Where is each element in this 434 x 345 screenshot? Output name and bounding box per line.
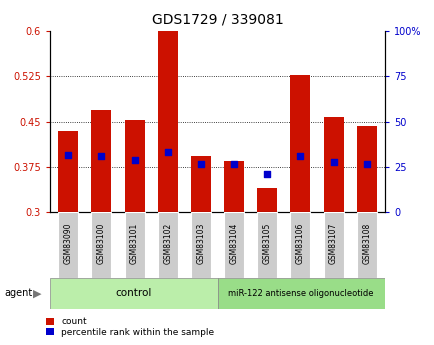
Bar: [290, 75, 309, 212]
Bar: [217, 278, 384, 309]
Text: miR-122 antisense oligonucleotide: miR-122 antisense oligonucleotide: [228, 289, 373, 298]
Text: GSM83090: GSM83090: [64, 223, 72, 264]
Point: [362, 161, 369, 167]
Point: [263, 171, 270, 177]
Text: GSM83100: GSM83100: [97, 223, 106, 264]
Text: GSM83107: GSM83107: [328, 223, 337, 264]
Bar: [191, 156, 210, 212]
Point: [131, 157, 138, 162]
Text: agent: agent: [4, 288, 33, 298]
Point: [197, 161, 204, 167]
Bar: [158, 31, 178, 212]
Legend: count, percentile rank within the sample: count, percentile rank within the sample: [46, 317, 214, 337]
Bar: [91, 212, 111, 278]
Point: [98, 153, 105, 159]
Text: GSM83106: GSM83106: [295, 223, 304, 264]
Text: GSM83105: GSM83105: [262, 223, 271, 264]
Bar: [290, 212, 309, 278]
Bar: [158, 212, 178, 278]
Text: GSM83103: GSM83103: [196, 223, 205, 264]
Point: [65, 152, 72, 158]
Bar: [58, 212, 78, 278]
Bar: [50, 278, 217, 309]
Bar: [224, 212, 243, 278]
Text: GSM83108: GSM83108: [362, 223, 370, 264]
Text: control: control: [115, 288, 151, 298]
Text: ▶: ▶: [33, 288, 41, 298]
Text: GSM83102: GSM83102: [163, 223, 172, 264]
Bar: [125, 120, 144, 212]
Point: [296, 153, 303, 159]
Bar: [323, 117, 343, 212]
Bar: [256, 188, 276, 212]
Bar: [256, 212, 276, 278]
Point: [164, 149, 171, 155]
Point: [230, 161, 237, 167]
Bar: [91, 110, 111, 212]
Bar: [125, 212, 144, 278]
Bar: [356, 212, 376, 278]
Bar: [191, 212, 210, 278]
Bar: [356, 126, 376, 212]
Bar: [323, 212, 343, 278]
Text: GSM83101: GSM83101: [130, 223, 139, 264]
Bar: [224, 161, 243, 212]
Point: [329, 159, 336, 165]
Bar: [58, 131, 78, 212]
Text: GDS1729 / 339081: GDS1729 / 339081: [151, 12, 283, 26]
Text: GSM83104: GSM83104: [229, 223, 238, 264]
